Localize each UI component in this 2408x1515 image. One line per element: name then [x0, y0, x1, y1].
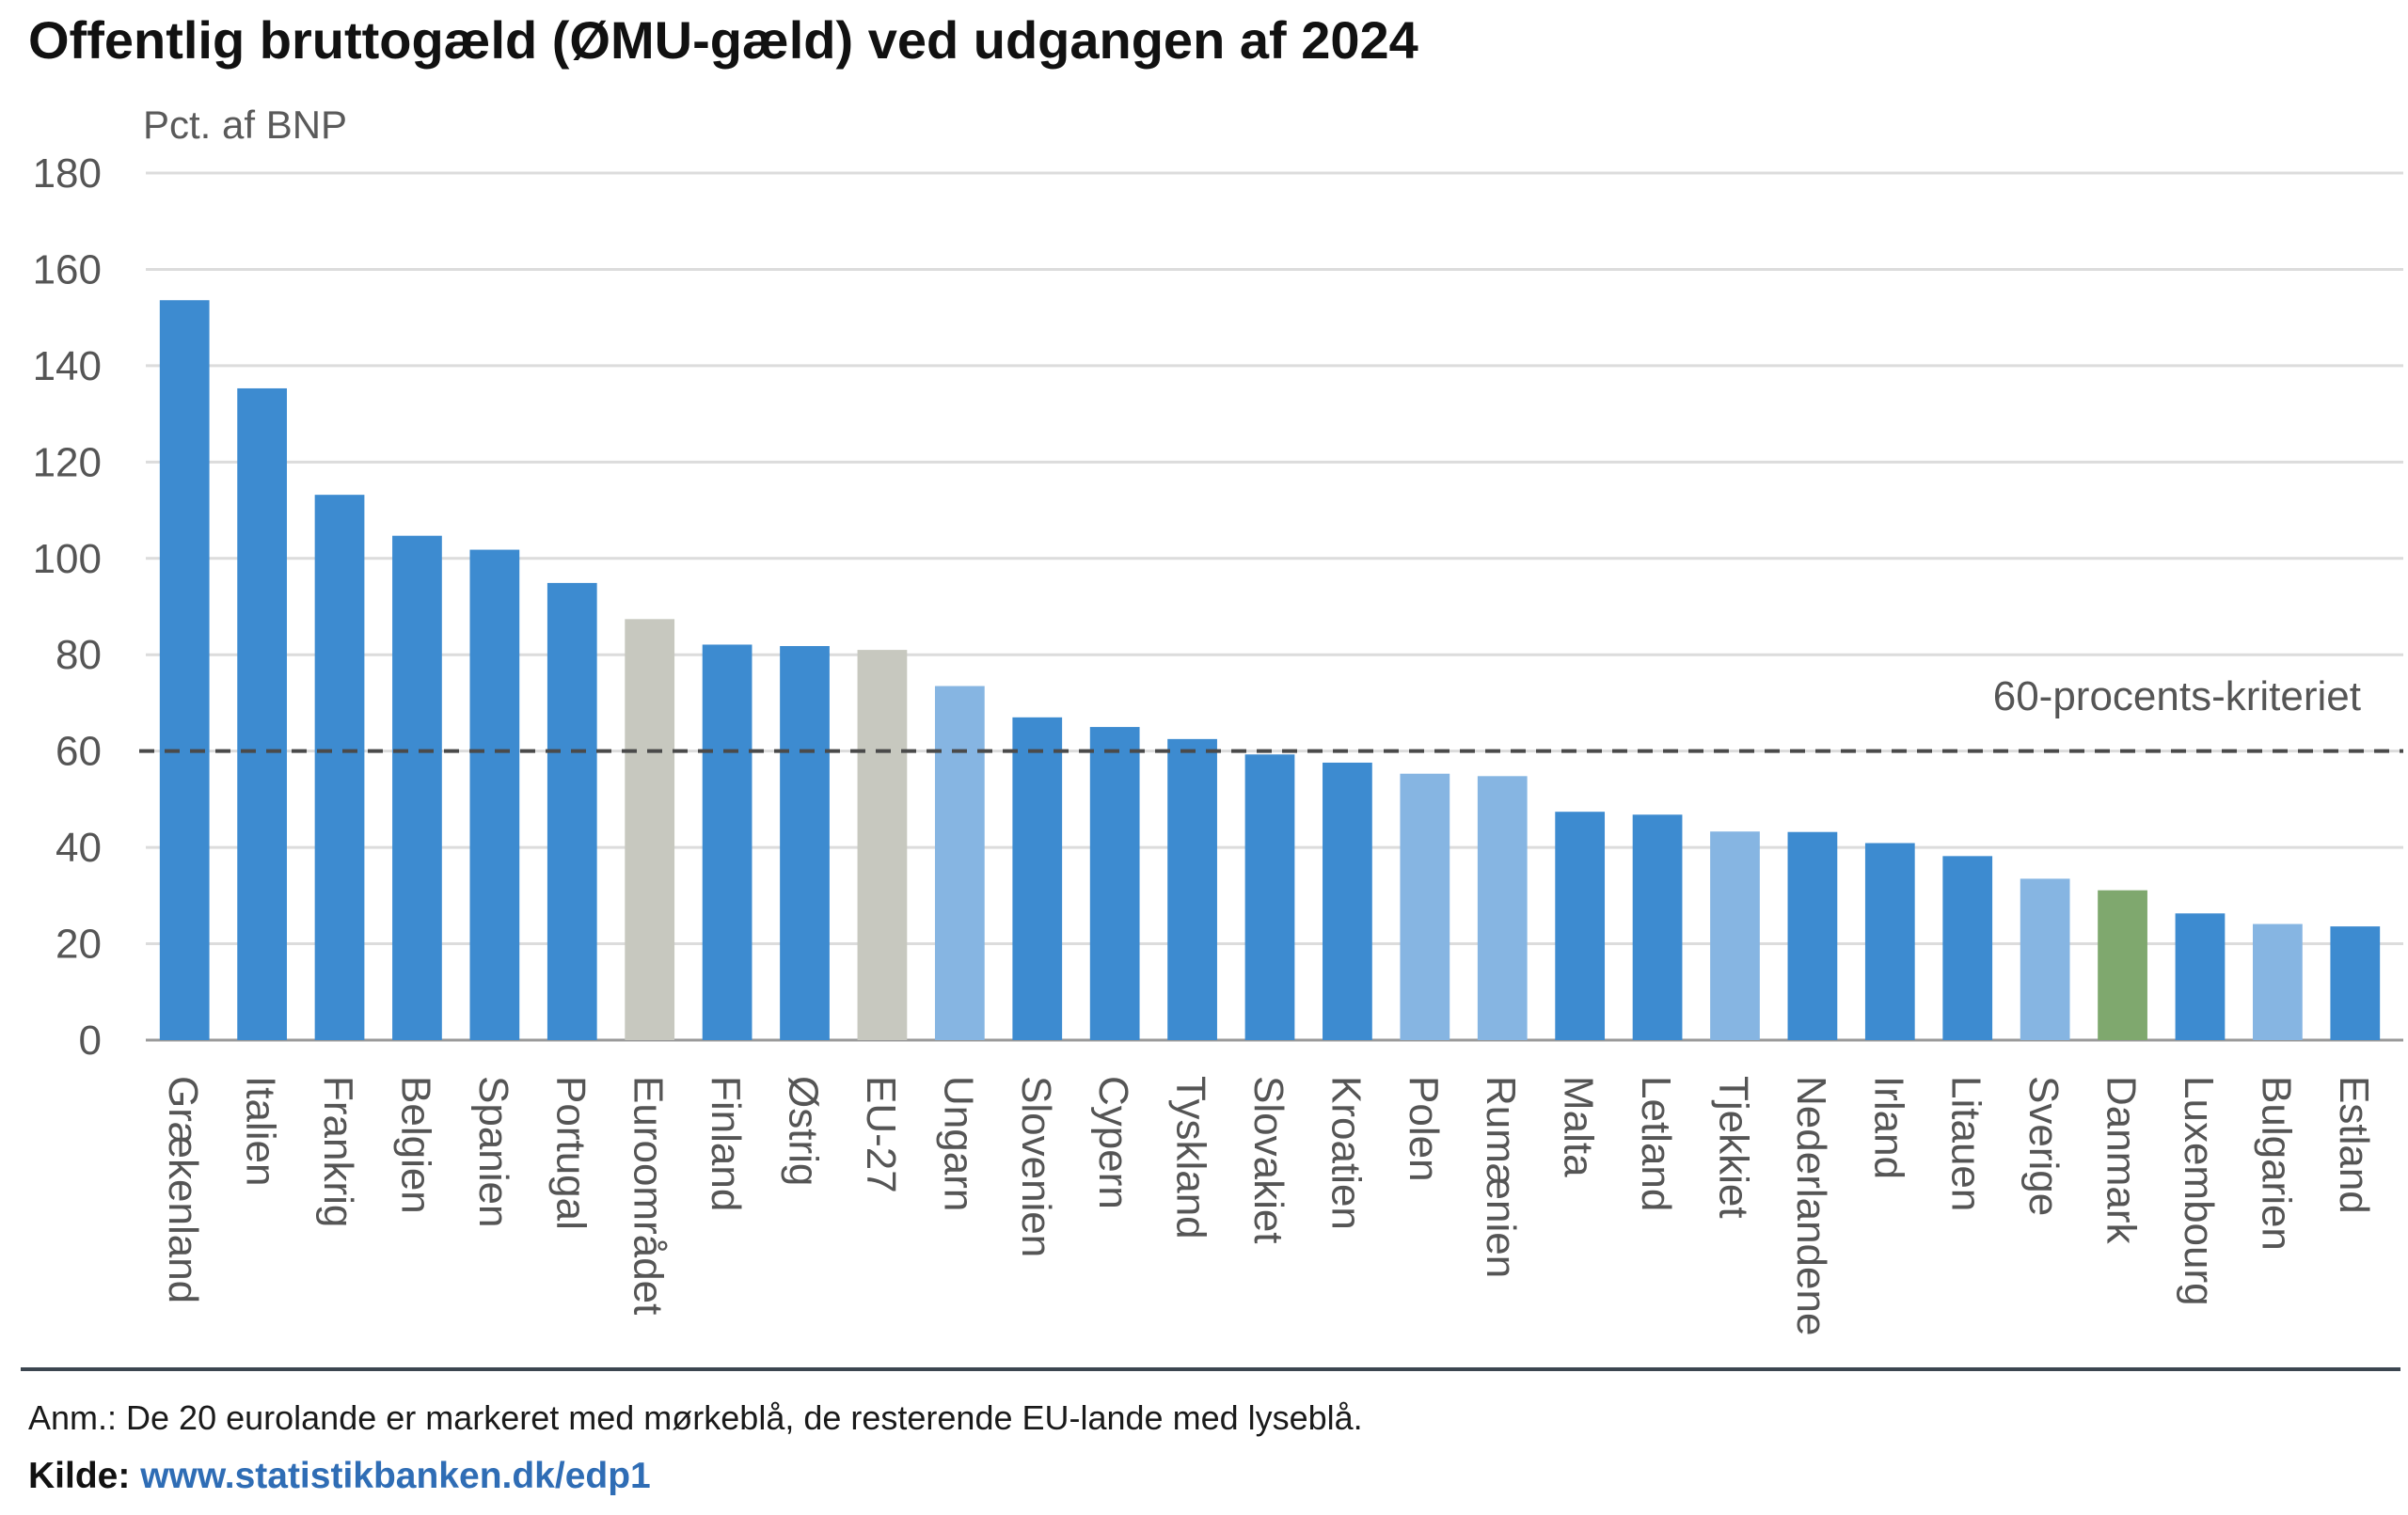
- x-tick-label: Tjekkiet: [1710, 1076, 1756, 1219]
- x-tick-label: Euroområdet: [626, 1076, 672, 1315]
- x-tick-label: EU-27: [858, 1076, 904, 1193]
- y-tick-label: 60: [55, 729, 102, 775]
- bar-Slovenien: [1012, 717, 1063, 1040]
- x-tick-label: Portugal: [547, 1076, 594, 1230]
- bar-Italien: [237, 387, 287, 1040]
- reference-line-label: 60-procents-kriteriet: [1993, 673, 2361, 719]
- x-tick-label: Luxembourg: [2176, 1076, 2222, 1306]
- bar-Kroatien: [1323, 762, 1372, 1040]
- bar-Østrig: [780, 646, 830, 1040]
- bar-EU-27: [857, 650, 908, 1040]
- bar-Litauen: [1942, 856, 1993, 1040]
- x-tick-label: Polen: [1401, 1076, 1447, 1182]
- y-tick-label: 40: [55, 825, 102, 871]
- x-tick-label: Rumænien: [1478, 1076, 1524, 1278]
- bar-Spanien: [469, 549, 520, 1040]
- bar-Estland: [2330, 926, 2381, 1040]
- x-tick-label: Sverige: [2020, 1076, 2067, 1216]
- bar-Polen: [1400, 773, 1450, 1040]
- bar-Tjekkiet: [1710, 831, 1760, 1040]
- bar-Tyskland: [1167, 738, 1217, 1040]
- x-tick-label: Grækenland: [160, 1076, 206, 1303]
- bar-Frankrig: [314, 495, 365, 1040]
- x-tick-label: Danmark: [2099, 1076, 2145, 1244]
- bar-Finland: [702, 644, 752, 1040]
- x-tick-label: Frankrig: [315, 1076, 361, 1227]
- x-tick-label: Nederlandene: [1788, 1076, 1834, 1335]
- bar-Belgien: [392, 535, 442, 1040]
- x-tick-label: Finland: [703, 1076, 749, 1211]
- x-tick-label: Cypern: [1090, 1076, 1136, 1209]
- bar-Malta: [1555, 812, 1606, 1040]
- x-tick-label: Litauen: [1943, 1076, 1989, 1211]
- x-tick-label: Slovakiet: [1245, 1076, 1291, 1244]
- y-tick-label: 0: [79, 1018, 102, 1064]
- bar-Rumænien: [1477, 776, 1528, 1040]
- y-tick-label: 100: [33, 536, 102, 582]
- source-link[interactable]: www.statistikbanken.dk/edp1: [140, 1456, 651, 1496]
- x-tick-label: Letland: [1633, 1076, 1679, 1211]
- footnote: Anm.: De 20 eurolande er markeret med mø…: [28, 1398, 1363, 1437]
- bar-Nederlandene: [1787, 831, 1838, 1040]
- y-tick-label: 120: [33, 439, 102, 485]
- bar-Grækenland: [159, 300, 210, 1040]
- y-tick-label: 80: [55, 632, 102, 678]
- x-tick-label: Kroatien: [1323, 1076, 1369, 1230]
- y-axis-ticks: 0 20 40 60 80 100 120 140 160 180: [33, 150, 102, 1064]
- bar-Cypern: [1089, 727, 1140, 1040]
- bar-chart: Pct. af BNP 0 20 40 60 80 100 120 140 160 180 60-…: [33, 103, 2403, 1335]
- bars: [159, 300, 2381, 1040]
- x-tick-label: Østrig: [781, 1076, 827, 1186]
- x-tick-label: Malta: [1556, 1076, 1602, 1177]
- source-line: Kilde: www.statistikbanken.dk/edp1: [28, 1456, 651, 1497]
- bar-Euroområdet: [625, 619, 675, 1040]
- y-tick-label: 140: [33, 343, 102, 389]
- y-tick-label: 160: [33, 246, 102, 292]
- bar-Sverige: [2020, 878, 2070, 1040]
- x-tick-label: Spanien: [470, 1076, 516, 1227]
- bar-Portugal: [547, 582, 597, 1040]
- bar-Danmark: [2098, 890, 2147, 1040]
- x-tick-label: Slovenien: [1013, 1076, 1059, 1257]
- bar-Bulgarien: [2253, 923, 2303, 1040]
- y-tick-label: 20: [55, 922, 102, 968]
- y-tick-label: 180: [33, 150, 102, 197]
- x-tick-label: Belgien: [392, 1076, 438, 1214]
- x-tick-label: Estland: [2331, 1076, 2377, 1214]
- x-tick-label: Irland: [1865, 1076, 1911, 1179]
- bar-Ungarn: [934, 686, 985, 1040]
- bar-Letland: [1632, 814, 1683, 1040]
- x-tick-label: Tyskland: [1168, 1076, 1214, 1239]
- bar-Slovakiet: [1244, 754, 1295, 1040]
- x-axis-ticks: Grækenland Italien Frankrig Belgien Spanien P…: [160, 1076, 2377, 1335]
- x-tick-label: Ungarn: [935, 1076, 981, 1211]
- x-tick-label: Bulgarien: [2253, 1076, 2299, 1251]
- x-tick-label: Italien: [238, 1076, 284, 1186]
- footer-divider: [21, 1367, 2400, 1371]
- bar-Irland: [1864, 843, 1915, 1040]
- source-label: Kilde:: [28, 1456, 131, 1496]
- chart-title: Offentlig bruttogæld (ØMU-gæld) ved udga…: [28, 10, 1418, 70]
- reference-line: 60-procents-kriteriet: [139, 673, 2403, 753]
- bar-Luxembourg: [2175, 913, 2226, 1040]
- y-axis-label: Pct. af BNP: [143, 103, 347, 147]
